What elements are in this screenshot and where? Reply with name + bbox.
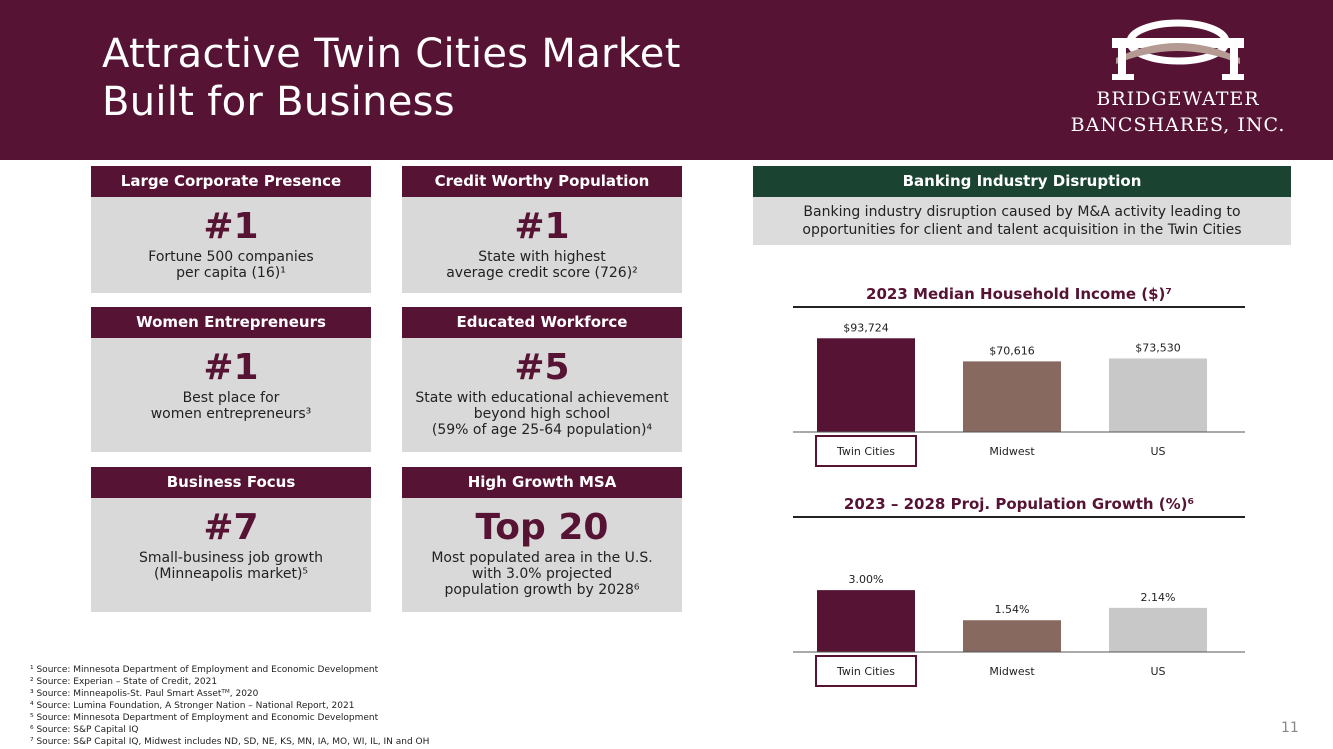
card-women-entrepreneurs: Women Entrepreneurs #1 Best place for wo…	[91, 307, 371, 452]
card-business-focus: Business Focus #7 Small-business job gro…	[91, 467, 371, 612]
category-label: US	[1150, 445, 1165, 458]
category-label: Midwest	[989, 445, 1035, 458]
card-rank: #1	[203, 347, 259, 388]
bar	[963, 620, 1061, 652]
card-rank: Top 20	[475, 507, 609, 548]
card-heading: Business Focus	[91, 467, 371, 498]
card-rank: #7	[203, 507, 259, 548]
bar	[1109, 607, 1207, 652]
card-rank: #1	[514, 206, 570, 247]
desc-line: population growth by 2028⁶	[444, 582, 640, 598]
header-banner: Attractive Twin Cities Market Built for …	[0, 0, 1333, 160]
page-title: Attractive Twin Cities Market Built for …	[102, 30, 681, 126]
card-body: #5 State with educational achievement be…	[402, 338, 682, 452]
card-description: Small-business job growth (Minneapolis m…	[91, 550, 371, 582]
card-heading: Large Corporate Presence	[91, 166, 371, 197]
category-label: Twin Cities	[836, 665, 895, 678]
card-body: Top 20 Most populated area in the U.S. w…	[402, 498, 682, 612]
card-high-growth-msa: High Growth MSA Top 20 Most populated ar…	[402, 467, 682, 612]
footnote: ⁶ Source: S&P Capital IQ	[30, 725, 139, 735]
card-body: #7 Small-business job growth (Minneapoli…	[91, 498, 371, 612]
card-description: State with highest average credit score …	[402, 249, 682, 281]
card-large-corporate-presence: Large Corporate Presence #1 Fortune 500 …	[91, 166, 371, 293]
desc-line: average credit score (726)²	[446, 265, 638, 281]
logo-name-line-1: BRIDGEWATER	[1096, 88, 1260, 110]
footnote: ³ Source: Minneapolis-St. Paul Smart Ass…	[30, 689, 259, 699]
data-label: $73,530	[1135, 341, 1181, 354]
card-heading: Women Entrepreneurs	[91, 307, 371, 338]
footnotes: ¹ Source: Minnesota Department of Employ…	[30, 664, 429, 748]
card-description: Most populated area in the U.S. with 3.0…	[402, 550, 682, 598]
card-body: #1 Fortune 500 companies per capita (16)…	[91, 197, 371, 293]
footnote: ¹ Source: Minnesota Department of Employ…	[30, 665, 379, 675]
card-description: Best place for women entrepreneurs³	[91, 390, 371, 422]
bridgewater-logo: BRIDGEWATER BANCSHARES, INC.	[1058, 14, 1298, 144]
population-chart-svg: 3.00% Twin Cities 1.54% Midwest 2.14% US	[793, 573, 1245, 687]
disruption-line-1: Banking industry disruption caused by M&…	[803, 204, 1241, 220]
desc-line: (Minneapolis market)⁵	[153, 566, 309, 582]
card-body: #1 Best place for women entrepreneurs³	[91, 338, 371, 452]
card-heading: High Growth MSA	[402, 467, 682, 498]
data-label: $93,724	[843, 321, 889, 334]
desc-line: per capita (16)¹	[176, 265, 286, 281]
card-description: Fortune 500 companies per capita (16)¹	[91, 249, 371, 281]
desc-line: beyond high school	[473, 406, 611, 422]
category-label: Midwest	[989, 665, 1035, 678]
footnote: ⁷ Source: S&P Capital IQ, Midwest includ…	[30, 737, 430, 747]
category-label: Twin Cities	[836, 445, 895, 458]
disruption-body: Banking industry disruption caused by M&…	[753, 197, 1291, 245]
footnote: ⁴ Source: Lumina Foundation, A Stronger …	[30, 701, 355, 711]
data-label: $70,616	[989, 344, 1035, 357]
card-rank: #1	[203, 206, 259, 247]
desc-line: with 3.0% projected	[471, 566, 613, 582]
footnote: ² Source: Experian – State of Credit, 20…	[30, 677, 218, 687]
disruption-heading: Banking Industry Disruption	[753, 166, 1291, 197]
data-label: 3.00%	[849, 573, 884, 586]
income-chart: 2023 Median Household Income ($)⁷ $93,72…	[793, 284, 1245, 502]
page-number: 11	[1281, 720, 1299, 736]
card-body: #1 State with highest average credit sco…	[402, 197, 682, 293]
data-label: 1.54%	[995, 603, 1030, 616]
population-chart: 2023 – 2028 Proj. Population Growth (%)⁶…	[793, 494, 1245, 722]
income-chart-svg: $93,724 Twin Cities $70,616 Midwest $73,530 U…	[793, 321, 1245, 467]
card-heading: Educated Workforce	[402, 307, 682, 338]
card-educated-workforce: Educated Workforce #5 State with educati…	[402, 307, 682, 452]
bar	[817, 338, 915, 432]
category-label: US	[1150, 665, 1165, 678]
desc-line: (59% of age 25-64 population)⁴	[431, 422, 653, 438]
chart-title: 2023 – 2028 Proj. Population Growth (%)⁶	[793, 494, 1245, 518]
category-highlight-box	[815, 435, 917, 467]
data-label: 2.14%	[1141, 591, 1176, 604]
card-heading: Credit Worthy Population	[402, 166, 682, 197]
chart-title: 2023 Median Household Income ($)⁷	[793, 284, 1245, 308]
disruption-line-2: opportunities for client and talent acqu…	[802, 222, 1242, 238]
desc-line: Small-business job growth	[139, 550, 323, 566]
desc-line: Best place for	[182, 390, 280, 406]
arch-logo-icon	[1112, 19, 1244, 80]
desc-line: State with educational achievement	[415, 390, 669, 406]
desc-line: Most populated area in the U.S.	[431, 550, 653, 566]
card-description: State with educational achievement beyon…	[402, 390, 682, 438]
title-line-1: Attractive Twin Cities Market	[102, 31, 681, 77]
bar	[1109, 358, 1207, 432]
logo-name-line-2: BANCSHARES, INC.	[1070, 114, 1286, 136]
bar	[817, 590, 915, 652]
card-credit-worthy-population: Credit Worthy Population #1 State with h…	[402, 166, 682, 293]
desc-line: State with highest	[478, 249, 606, 265]
desc-line: women entrepreneurs³	[150, 406, 312, 422]
card-rank: #5	[514, 347, 570, 388]
footnote: ⁵ Source: Minnesota Department of Employ…	[30, 713, 379, 723]
title-line-2: Built for Business	[102, 79, 455, 125]
desc-line: Fortune 500 companies	[148, 249, 314, 265]
category-highlight-box	[815, 655, 917, 687]
bar	[963, 361, 1061, 432]
